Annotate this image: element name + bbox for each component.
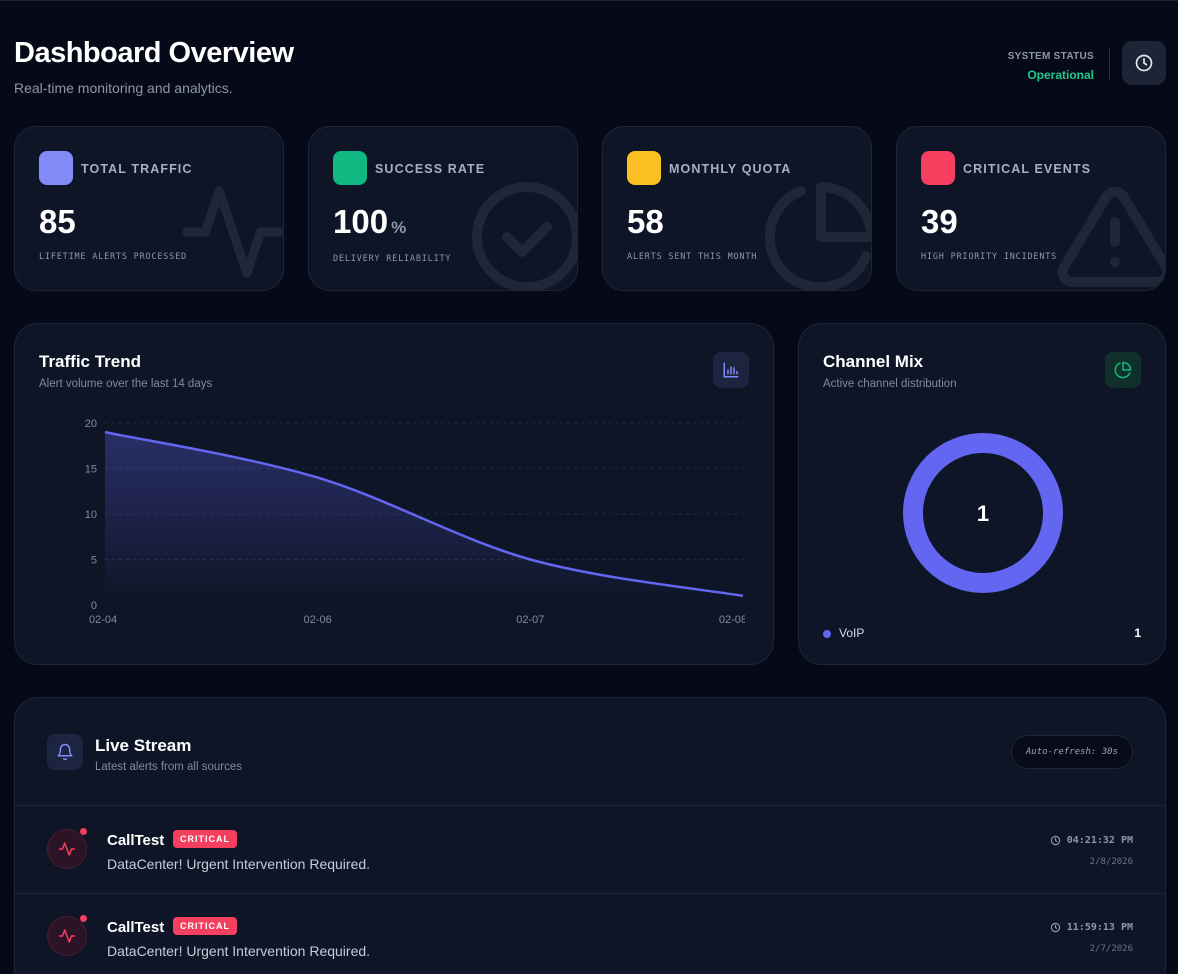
alert-time-text: 11:59:13 PM (1066, 922, 1133, 933)
system-status-label: SYSTEM STATUS (1007, 51, 1094, 62)
stat-title: TOTAL TRAFFIC (81, 162, 193, 176)
legend-value: 1 (1134, 626, 1141, 640)
notifications-button[interactable] (47, 734, 83, 770)
panel-subtitle: Alert volume over the last 14 days (39, 378, 213, 390)
y-tick-label: 10 (85, 509, 97, 521)
stat-unit: % (391, 218, 407, 237)
alert-date: 2/7/2026 (1089, 944, 1133, 954)
page-header: Dashboard Overview Real-time monitoring … (14, 37, 1166, 97)
stat-card-critical-events: CRITICAL EVENTS 39 HIGH PRIORITY INCIDEN… (896, 126, 1166, 291)
bell-icon (57, 743, 73, 761)
x-tick-label: 02-06 (304, 614, 332, 626)
trend-line (104, 430, 744, 598)
stat-number: 39 (921, 203, 958, 240)
critical-icon (921, 151, 955, 185)
activity-icon (58, 929, 76, 943)
stat-caption: DELIVERY RELIABILITY (333, 254, 452, 264)
alert-row[interactable]: CallTest CRITICAL DataCenter! Urgent Int… (15, 807, 1165, 894)
unread-dot (79, 827, 88, 836)
alert-avatar (47, 916, 87, 956)
y-tick-label: 15 (85, 464, 97, 476)
y-tick-label: 0 (91, 600, 97, 612)
system-status: SYSTEM STATUS Operational (1008, 51, 1094, 82)
live-stream-title: Live Stream (95, 736, 192, 755)
page-title: Dashboard Overview (14, 37, 294, 69)
x-tick-label: 02-04 (89, 614, 117, 626)
trend-area (105, 432, 743, 605)
panel-subtitle: Active channel distribution (823, 378, 957, 390)
channel-donut-chart: 1 (903, 433, 1063, 593)
alert-time-text: 04:21:32 PM (1066, 835, 1133, 846)
alert-avatar (47, 829, 87, 869)
header-divider (1109, 47, 1110, 81)
stat-card-total-traffic: TOTAL TRAFFIC 85 LIFETIME ALERTS PROCESS… (14, 126, 284, 291)
traffic-trend-chart: 0 5 10 15 20 02-04 02-06 02-07 02-08 (85, 418, 745, 626)
alert-message: DataCenter! Urgent Intervention Required… (107, 943, 371, 959)
pie-chart-icon (1114, 361, 1132, 379)
x-tick-label: 02-07 (516, 614, 544, 626)
channel-legend: VoIP 1 (823, 626, 1141, 642)
alert-title: CallTest (107, 919, 165, 936)
x-tick-label: 02-08 (719, 614, 745, 626)
severity-badge: CRITICAL (173, 830, 237, 848)
stat-caption: LIFETIME ALERTS PROCESSED (39, 252, 187, 262)
live-stream-panel: Live Stream Latest alerts from all sourc… (14, 697, 1166, 974)
bar-chart-icon (723, 362, 739, 378)
alert-message: DataCenter! Urgent Intervention Required… (107, 856, 371, 872)
stat-title: CRITICAL EVENTS (963, 162, 1092, 176)
stat-number: 85 (39, 203, 76, 240)
donut-total: 1 (977, 501, 989, 526)
legend-label: VoIP (839, 626, 865, 640)
y-tick-label: 5 (91, 555, 97, 567)
alert-time: 04:21:32 PM (1050, 835, 1133, 846)
clock-icon (1050, 922, 1060, 933)
stat-card-monthly-quota: MONTHLY QUOTA 58 ALERTS SENT THIS MONTH (602, 126, 872, 291)
clock-icon (1050, 835, 1060, 846)
traffic-trend-panel: Traffic Trend Alert volume over the last… (14, 323, 774, 665)
system-status-value: Operational (1027, 68, 1094, 82)
clock-icon (1135, 54, 1153, 72)
stat-number: 58 (627, 203, 664, 240)
success-icon (333, 151, 367, 185)
alert-row[interactable]: CallTest CRITICAL DataCenter! Urgent Int… (15, 894, 1165, 974)
live-stream-subtitle: Latest alerts from all sources (95, 761, 243, 773)
history-button[interactable] (1122, 41, 1166, 85)
auto-refresh-indicator[interactable]: Auto-refresh: 30s (1010, 735, 1133, 769)
alert-title: CallTest (107, 832, 165, 849)
pie-chart-icon (764, 182, 871, 290)
pie-chart-button[interactable] (1105, 352, 1141, 388)
alert-time: 11:59:13 PM (1050, 922, 1133, 933)
y-tick-label: 20 (85, 418, 97, 430)
stat-caption: ALERTS SENT THIS MONTH (627, 252, 758, 262)
stat-value: 85 (39, 203, 76, 241)
check-circle-icon (472, 182, 577, 290)
stat-card-success-rate: SUCCESS RATE 100% DELIVERY RELIABILITY (308, 126, 578, 291)
stat-value: 39 (921, 203, 958, 241)
activity-icon (58, 842, 76, 856)
stat-number: 100 (333, 203, 389, 240)
traffic-icon (39, 151, 73, 185)
stat-title: SUCCESS RATE (375, 162, 486, 176)
legend-color-dot (823, 630, 831, 638)
stat-value: 100% (333, 203, 406, 241)
page-subtitle: Real-time monitoring and analytics. (14, 80, 233, 96)
activity-icon (182, 186, 283, 278)
alert-date: 2/8/2026 (1089, 857, 1133, 867)
stat-title: MONTHLY QUOTA (669, 162, 792, 176)
stat-caption: HIGH PRIORITY INCIDENTS (921, 252, 1058, 262)
donut-slice (903, 433, 1063, 593)
quota-icon (627, 151, 661, 185)
stat-value: 58 (627, 203, 664, 241)
channel-mix-panel: Channel Mix Active channel distribution … (798, 323, 1166, 665)
severity-badge: CRITICAL (173, 917, 237, 935)
unread-dot (79, 914, 88, 923)
bar-chart-button[interactable] (713, 352, 749, 388)
panel-title: Channel Mix (823, 352, 924, 371)
warning-triangle-icon (1057, 186, 1165, 287)
panel-title: Traffic Trend (39, 352, 142, 371)
live-stream-header: Live Stream Latest alerts from all sourc… (15, 698, 1165, 806)
